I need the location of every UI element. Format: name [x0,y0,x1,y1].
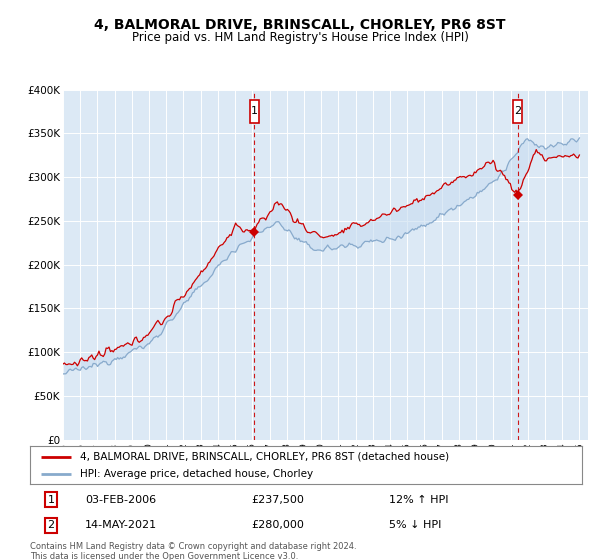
Text: HPI: Average price, detached house, Chorley: HPI: Average price, detached house, Chor… [80,469,313,479]
FancyBboxPatch shape [513,100,522,123]
Text: £280,000: £280,000 [251,520,304,530]
Text: 4, BALMORAL DRIVE, BRINSCALL, CHORLEY, PR6 8ST: 4, BALMORAL DRIVE, BRINSCALL, CHORLEY, P… [94,18,506,32]
Text: 12% ↑ HPI: 12% ↑ HPI [389,494,448,505]
Text: 4, BALMORAL DRIVE, BRINSCALL, CHORLEY, PR6 8ST (detached house): 4, BALMORAL DRIVE, BRINSCALL, CHORLEY, P… [80,451,449,461]
Text: 03-FEB-2006: 03-FEB-2006 [85,494,157,505]
Text: 1: 1 [47,494,55,505]
Text: 5% ↓ HPI: 5% ↓ HPI [389,520,441,530]
Text: Contains HM Land Registry data © Crown copyright and database right 2024.
This d: Contains HM Land Registry data © Crown c… [30,542,356,560]
Text: £237,500: £237,500 [251,494,304,505]
Text: 2: 2 [47,520,55,530]
Text: 1: 1 [251,106,258,116]
FancyBboxPatch shape [250,100,259,123]
Text: 14-MAY-2021: 14-MAY-2021 [85,520,157,530]
Text: Price paid vs. HM Land Registry's House Price Index (HPI): Price paid vs. HM Land Registry's House … [131,31,469,44]
Text: 2: 2 [514,106,521,116]
